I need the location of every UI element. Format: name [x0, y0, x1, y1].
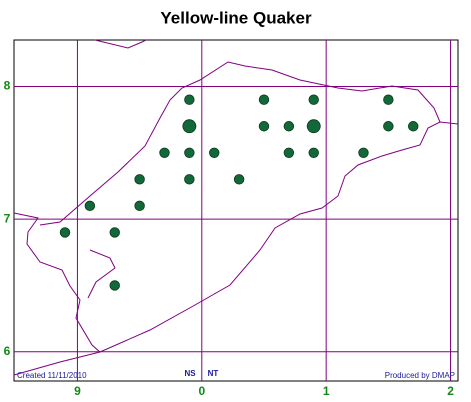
record-dot: [283, 147, 295, 158]
record-dot: [306, 119, 321, 134]
record-dot: [383, 94, 394, 105]
record-dot: [134, 174, 145, 185]
y-tick-label: 6: [4, 344, 11, 358]
record-dot: [109, 280, 120, 291]
record-dot: [308, 94, 319, 105]
record-dot: [182, 119, 197, 134]
grid-square-label: NS: [184, 369, 196, 378]
record-dot: [209, 147, 220, 158]
producer-note: Produced by DMAP: [385, 371, 455, 380]
x-tick-label: 9: [74, 384, 81, 398]
grid-square-label: NT: [208, 369, 219, 378]
record-dot: [258, 121, 270, 132]
record-dot: [134, 200, 145, 212]
record-dot: [184, 94, 195, 105]
x-tick-label: 0: [198, 384, 205, 398]
record-dot: [408, 121, 419, 132]
x-tick-label: 1: [323, 384, 330, 398]
record-dot: [358, 147, 369, 158]
record-dot: [59, 227, 71, 238]
record-dot: [184, 147, 195, 158]
x-tick-label: 2: [447, 384, 454, 398]
record-dot: [233, 174, 245, 185]
record-dot: [184, 174, 195, 185]
record-dot: [109, 227, 120, 238]
map-layer: [14, 40, 458, 381]
record-dot: [84, 200, 96, 212]
record-dot: [308, 147, 319, 158]
record-dot: [258, 94, 270, 105]
y-tick-label: 8: [4, 79, 11, 93]
record-dot: [283, 121, 295, 132]
record-dot: [159, 147, 170, 158]
y-tick-label: 7: [4, 211, 11, 225]
record-dot: [383, 121, 394, 132]
created-note: Created 11/11/2010: [17, 371, 87, 380]
map-frame: [13, 39, 459, 382]
map-title: Yellow-line Quaker: [160, 8, 312, 27]
